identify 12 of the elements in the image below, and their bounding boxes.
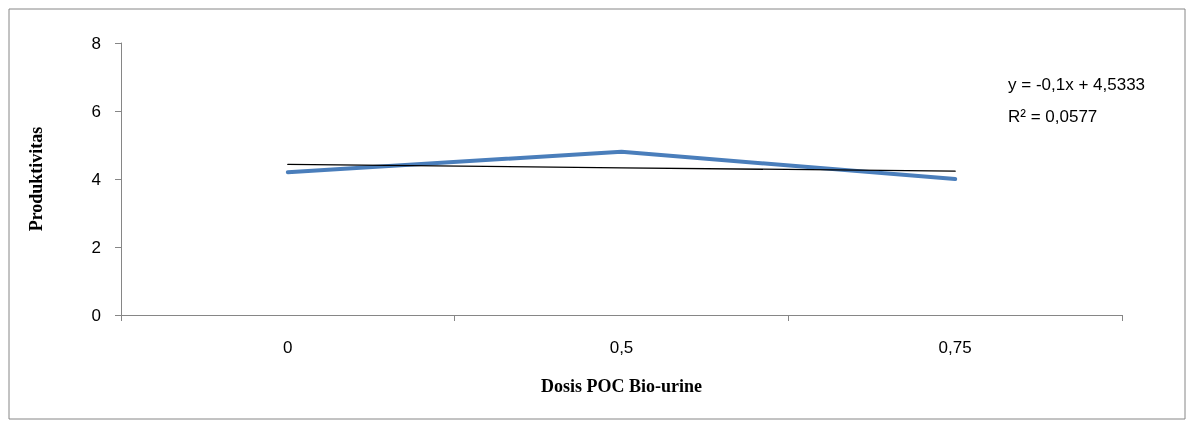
- y-tick-label: 8: [91, 33, 101, 53]
- x-tick-label: 0: [283, 338, 293, 357]
- annotation: R² = 0,0577: [1008, 107, 1098, 126]
- x-tick-label: 0,75: [938, 338, 972, 357]
- y-tick-label: 6: [91, 101, 101, 121]
- y-tick-label: 4: [91, 169, 101, 189]
- y-axis-title: Produktivitas: [26, 126, 46, 232]
- y-tick-label: 0: [91, 305, 101, 325]
- x-tick-label: 0,5: [609, 338, 634, 357]
- x-axis-title: Dosis POC Bio-urine: [540, 376, 703, 396]
- annotation: y = -0,1x + 4,5333: [1008, 75, 1146, 94]
- y-tick-label: 2: [91, 237, 101, 257]
